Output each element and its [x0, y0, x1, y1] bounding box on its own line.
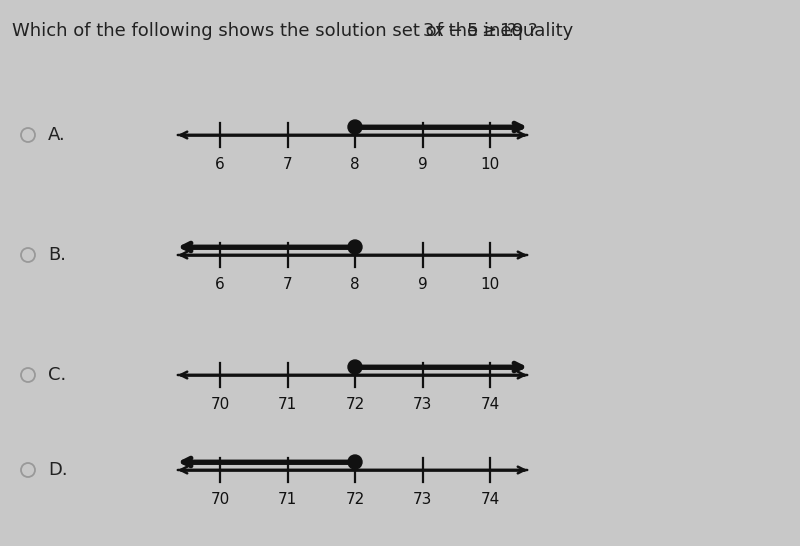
Text: 10: 10 — [480, 277, 500, 292]
Text: 72: 72 — [346, 397, 365, 412]
Text: D.: D. — [48, 461, 68, 479]
Text: 10: 10 — [480, 157, 500, 172]
Text: 74: 74 — [480, 492, 500, 507]
Text: $3x-5\geq19$: $3x-5\geq19$ — [422, 22, 523, 40]
Text: 70: 70 — [210, 492, 230, 507]
Text: 70: 70 — [210, 397, 230, 412]
Text: 74: 74 — [480, 397, 500, 412]
Text: ?  ?: ? ? — [507, 22, 538, 40]
Text: A.: A. — [48, 126, 66, 144]
Text: 7: 7 — [282, 157, 292, 172]
Text: 73: 73 — [413, 397, 432, 412]
Text: 73: 73 — [413, 492, 432, 507]
Circle shape — [348, 360, 362, 374]
Text: B.: B. — [48, 246, 66, 264]
Circle shape — [348, 240, 362, 254]
Text: 7: 7 — [282, 277, 292, 292]
Text: Which of the following shows the solution set of the inequality: Which of the following shows the solutio… — [12, 22, 579, 40]
Text: 9: 9 — [418, 157, 427, 172]
Text: 72: 72 — [346, 492, 365, 507]
Circle shape — [348, 455, 362, 469]
Text: 8: 8 — [350, 277, 360, 292]
Text: 71: 71 — [278, 397, 297, 412]
Text: C.: C. — [48, 366, 66, 384]
Circle shape — [348, 120, 362, 134]
Text: 6: 6 — [215, 157, 225, 172]
Text: 6: 6 — [215, 277, 225, 292]
Text: 8: 8 — [350, 157, 360, 172]
Text: 71: 71 — [278, 492, 297, 507]
Text: 9: 9 — [418, 277, 427, 292]
